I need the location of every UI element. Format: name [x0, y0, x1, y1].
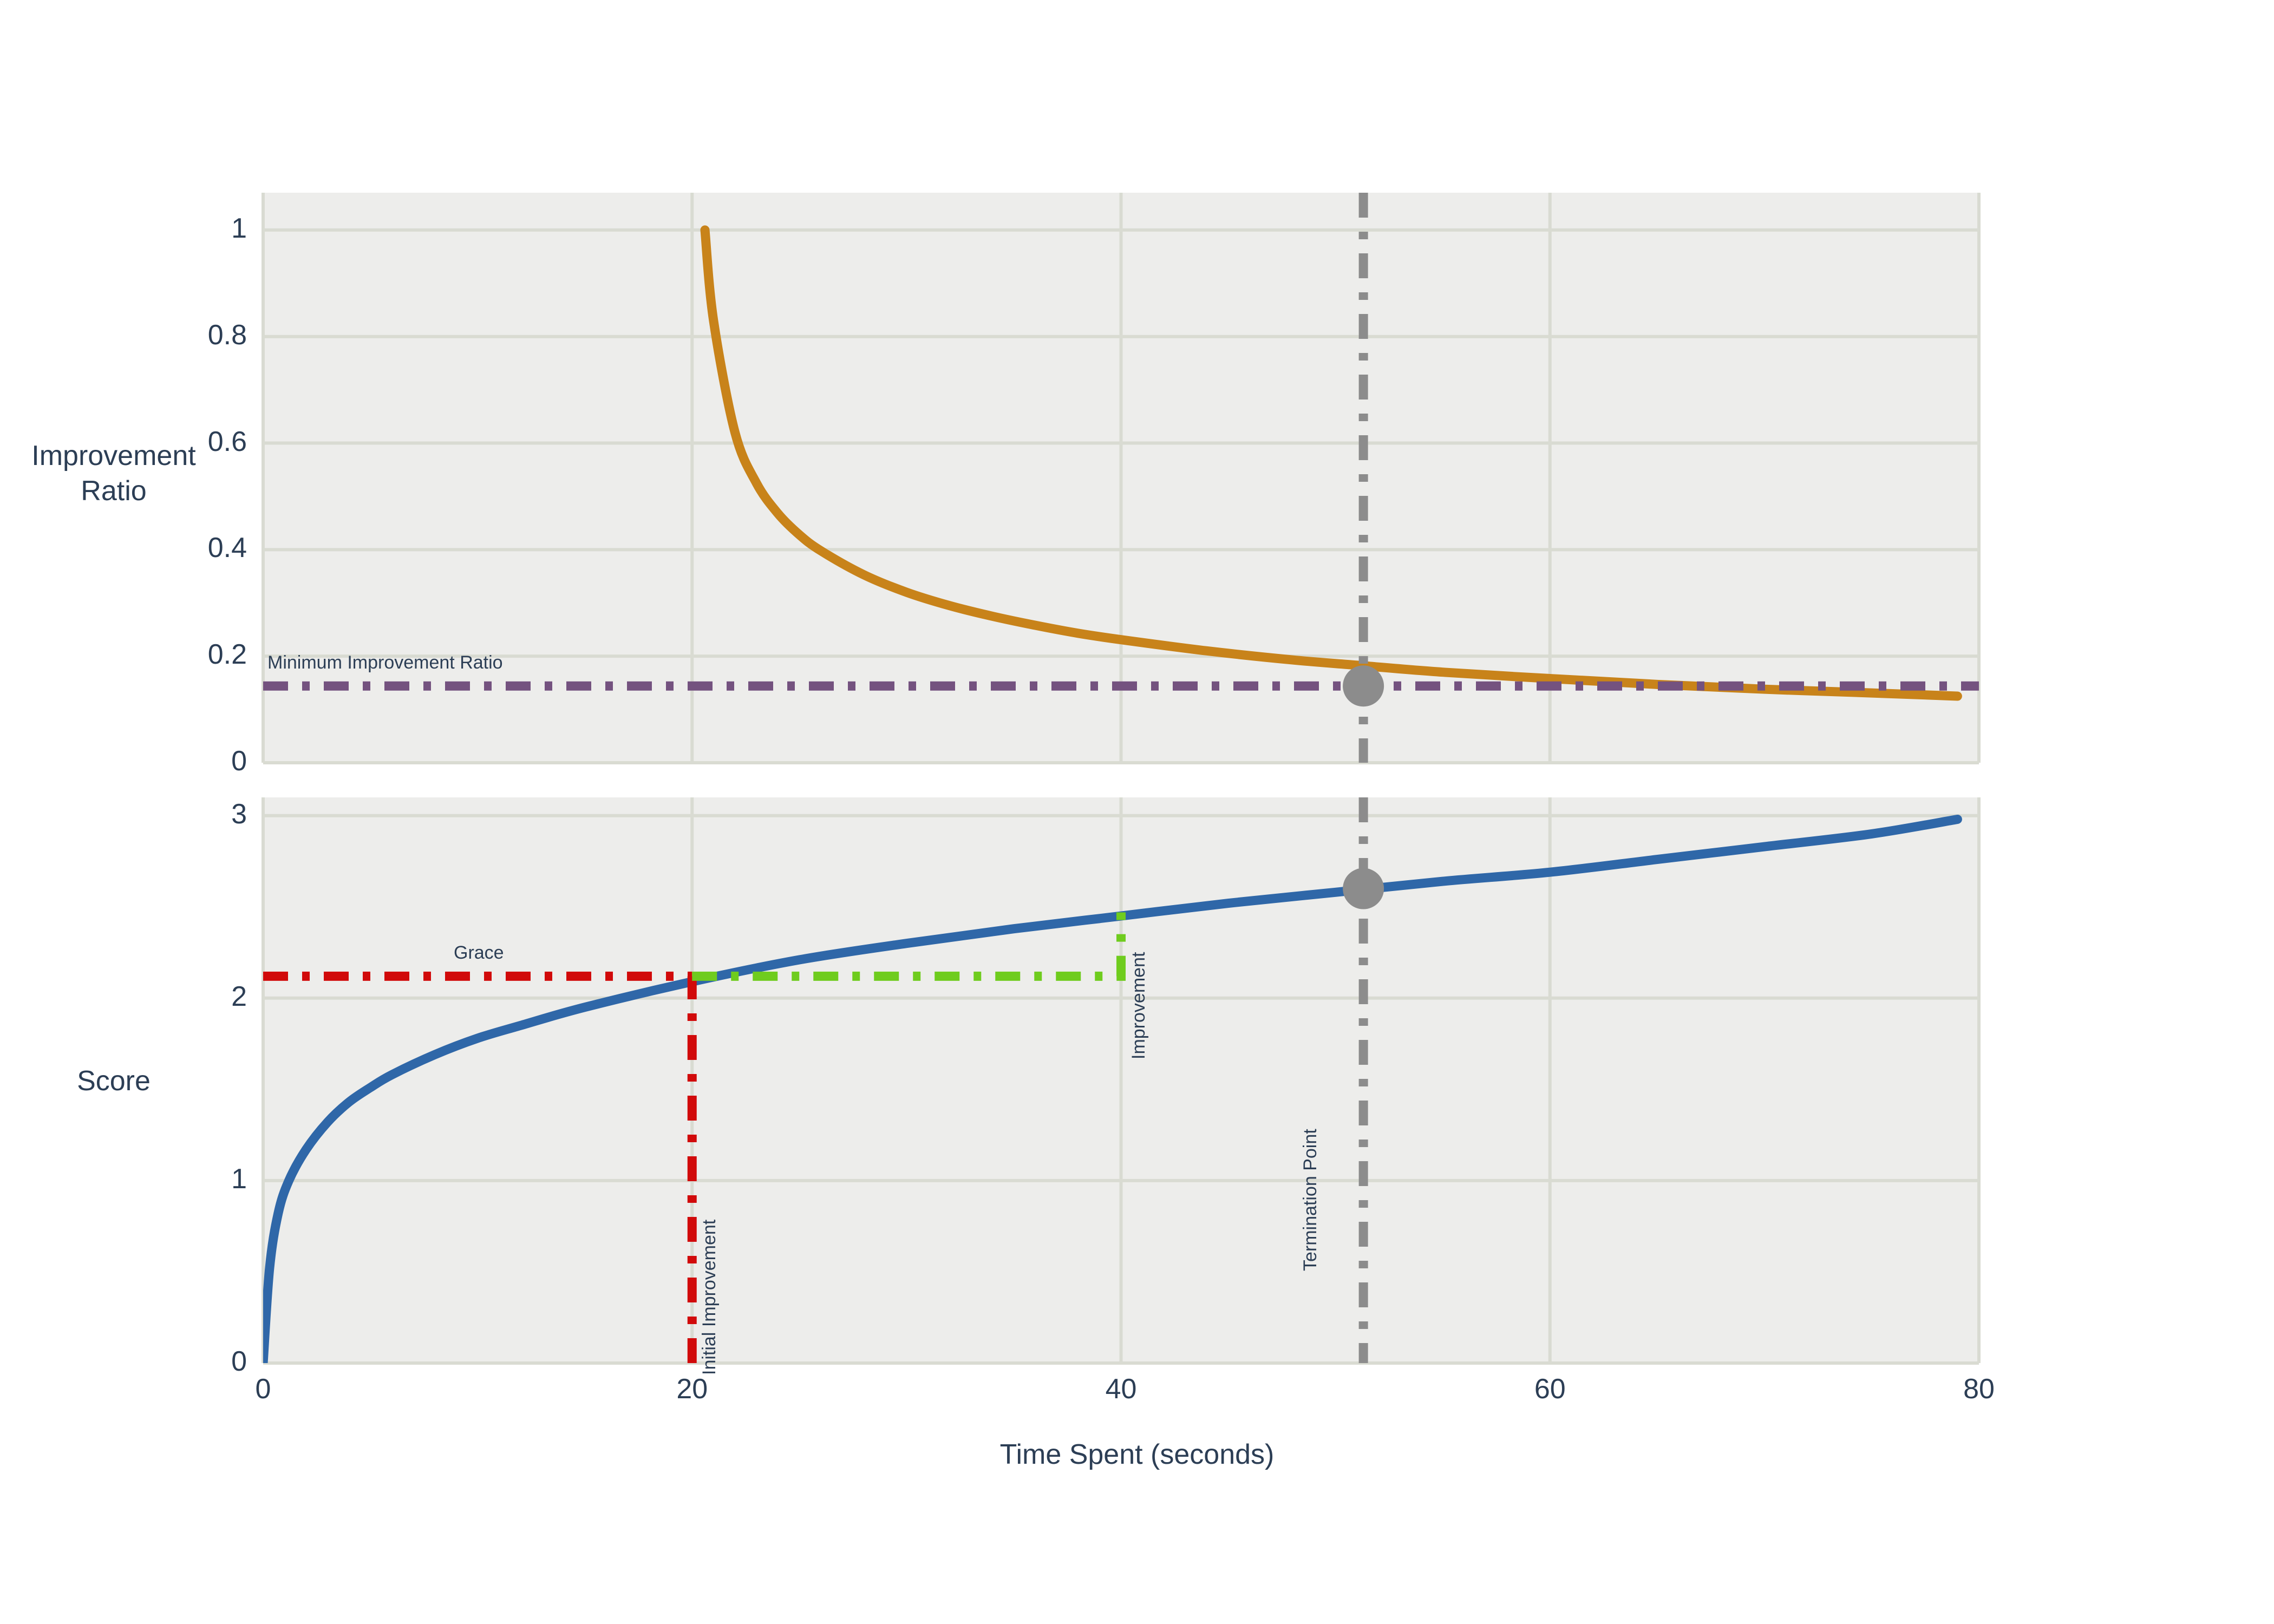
- x-tick-80: 80: [1963, 1373, 1995, 1405]
- annotation-minimum-improvement-ratio: Minimum Improvement Ratio: [267, 652, 503, 673]
- y-tick-bottom-2: 2: [231, 980, 247, 1012]
- x-tick-40: 40: [1105, 1373, 1137, 1405]
- annotation-improvement: Improvement: [1128, 952, 1149, 1059]
- x-tick-20: 20: [676, 1373, 708, 1405]
- score-panel: [262, 797, 1981, 1365]
- annotation-termination-point: Termination Point: [1300, 1129, 1321, 1271]
- y-tick-top-0.8: 0.8: [207, 319, 247, 351]
- annotation-grace: Grace: [454, 942, 504, 964]
- y-tick-bottom-3: 3: [231, 798, 247, 830]
- x-tick-0: 0: [255, 1373, 271, 1405]
- y-axis-title-improvement-ratio: Improvement Ratio: [31, 440, 196, 507]
- y-tick-top-0.6: 0.6: [207, 425, 247, 457]
- y-tick-top-0.4: 0.4: [207, 532, 247, 564]
- x-axis-title-time-spent: Time Spent (seconds): [999, 1439, 1275, 1470]
- y-tick-top-0.2: 0.2: [207, 639, 247, 671]
- improvement-ratio-panel: [262, 193, 1981, 764]
- annotation-initial-improvement: Initial Improvement: [699, 1219, 720, 1376]
- x-tick-60: 60: [1534, 1373, 1566, 1405]
- y-tick-top-0: 0: [231, 745, 247, 777]
- y-tick-top-1: 1: [231, 212, 247, 244]
- y-tick-bottom-1: 1: [231, 1163, 247, 1195]
- y-tick-bottom-0: 0: [231, 1346, 247, 1377]
- y-axis-title-score: Score: [77, 1065, 151, 1097]
